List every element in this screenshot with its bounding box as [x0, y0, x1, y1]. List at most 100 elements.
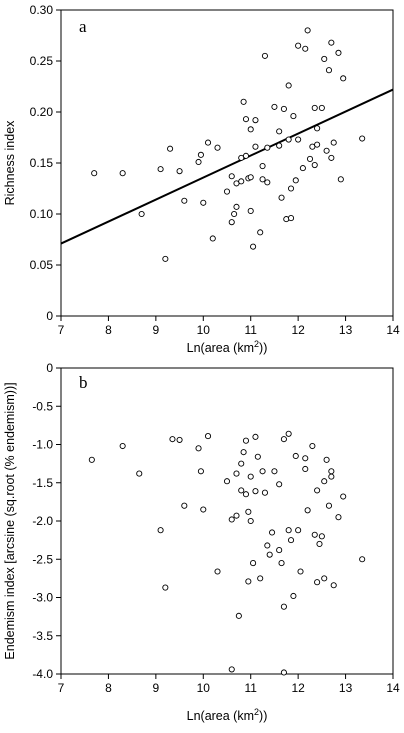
richness-data-point: [295, 136, 302, 143]
richness-data-point: [204, 139, 212, 146]
endemism-data-point: [314, 579, 321, 586]
richness-data-point: [259, 163, 266, 170]
richness-data-point: [195, 158, 202, 166]
endemism-data-point: [176, 436, 183, 443]
endemism-y-tick-label: -3.5: [32, 629, 53, 643]
richness-x-tick-label: 9: [153, 323, 160, 337]
endemism-data-point: [238, 460, 245, 467]
richness-data-point: [257, 229, 264, 236]
endemism-data-point: [323, 456, 330, 463]
richness-data-point: [337, 176, 344, 183]
richness-data-point: [181, 197, 188, 204]
richness-data-point: [306, 155, 314, 162]
endemism-data-point: [266, 551, 273, 558]
endemism-x-axis-label-rest: )): [259, 709, 267, 723]
richness-data-point: [228, 219, 235, 226]
endemism-y-tick-label: -4.0: [32, 667, 53, 681]
richness-data-point: [318, 104, 325, 111]
endemism-data-point: [297, 568, 304, 575]
richness-data-point: [238, 178, 245, 185]
richness-data-point: [176, 168, 183, 175]
richness-data-point: [209, 235, 216, 242]
richness-y-tick-label: 0.05: [30, 258, 54, 272]
endemism-data-point: [335, 514, 342, 521]
endemism-data-point: [325, 502, 333, 509]
richness-data-point: [292, 177, 299, 184]
richness-data-point: [295, 42, 302, 49]
richness-data-point: [278, 194, 285, 201]
richness-data-point: [157, 166, 164, 173]
endemism-data-point: [238, 487, 245, 494]
richness-data-point: [250, 243, 257, 250]
endemism-x-axis-label: Ln(area (km2)): [187, 707, 268, 723]
richness-data-point: [325, 67, 333, 74]
richness-y-tick-label: 0.30: [30, 3, 54, 17]
endemism-data-point: [254, 453, 261, 460]
endemism-y-axis-label: Endemism index [arcsine (sq.root (% ende…: [3, 382, 17, 659]
endemism-data-point: [330, 582, 337, 589]
endemism-data-point: [271, 468, 278, 475]
endemism-data-point: [197, 468, 204, 475]
endemism-data-point: [311, 531, 318, 538]
endemism-data-point: [200, 506, 207, 513]
endemism-data-point: [290, 592, 297, 600]
endemism-data-point: [280, 603, 287, 610]
endemism-data-point: [247, 473, 254, 480]
endemism-y-tick-label: -3.0: [32, 591, 53, 605]
richness-data-point: [242, 152, 250, 159]
richness-data-point: [314, 125, 321, 132]
endemism-data-point: [181, 502, 188, 509]
endemism-data-point: [252, 433, 259, 440]
richness-data-point: [264, 179, 271, 186]
richness-data-point: [252, 117, 259, 124]
endemism-data-point: [287, 537, 295, 544]
richness-data-point: [311, 104, 318, 111]
richness-data-point: [328, 39, 335, 46]
endemism-x-axis-label-sup: 2: [254, 707, 259, 717]
endemism-data-point: [242, 437, 250, 444]
richness-data-point: [328, 154, 335, 161]
endemism-data-point: [278, 560, 285, 567]
endemism-data-point: [228, 516, 235, 523]
richness-x-axis-label: Ln(area (km2)): [187, 339, 268, 355]
endemism-y-tick-label: -2.5: [32, 552, 53, 566]
endemism-data-point: [314, 487, 321, 494]
richness-data-point: [314, 141, 321, 148]
richness-x-axis-label-sup: 2: [254, 339, 259, 349]
endemism-data-point: [276, 481, 283, 488]
endemism-data-point: [204, 433, 212, 440]
richness-data-point: [359, 135, 366, 142]
endemism-data-point: [309, 442, 316, 450]
richness-y-tick-label: 0.15: [30, 156, 54, 170]
endemism-data-point: [240, 449, 247, 456]
richness-data-point: [240, 98, 247, 105]
richness-data-point: [233, 203, 240, 210]
endemism-data-point: [321, 575, 328, 582]
richness-data-point: [259, 176, 266, 183]
richness-x-tick-label: 11: [244, 323, 257, 337]
endemism-y-tick-label: -0.5: [32, 399, 53, 413]
endemism-data-point: [359, 556, 366, 563]
richness-data-point: [330, 139, 337, 146]
endemism-x-tick-label: 8: [105, 681, 112, 695]
endemism-data-point: [285, 527, 292, 534]
endemism-data-point: [245, 578, 252, 585]
endemism-data-point: [276, 547, 283, 554]
richness-y-tick-label: 0.20: [30, 105, 54, 119]
richness-data-point: [302, 45, 309, 52]
richness-data-point: [223, 188, 231, 195]
richness-data-point: [119, 170, 126, 177]
endemism-data-point: [157, 527, 164, 534]
endemism-data-point: [328, 468, 335, 475]
richness-y-tick-label: 0.10: [30, 207, 54, 221]
richness-data-point: [91, 170, 98, 177]
endemism-data-point: [252, 488, 259, 495]
endemism-plot-area: [60, 367, 394, 675]
endemism-data-point: [223, 478, 231, 485]
richness-data-point: [247, 207, 254, 214]
richness-data-point: [200, 199, 207, 206]
endemism-chart: b Ln(area (km2)) Endemism index [arcsine…: [3, 361, 400, 723]
richness-data-point: [242, 116, 250, 123]
richness-data-point: [271, 103, 278, 110]
endemism-data-point: [318, 533, 325, 540]
